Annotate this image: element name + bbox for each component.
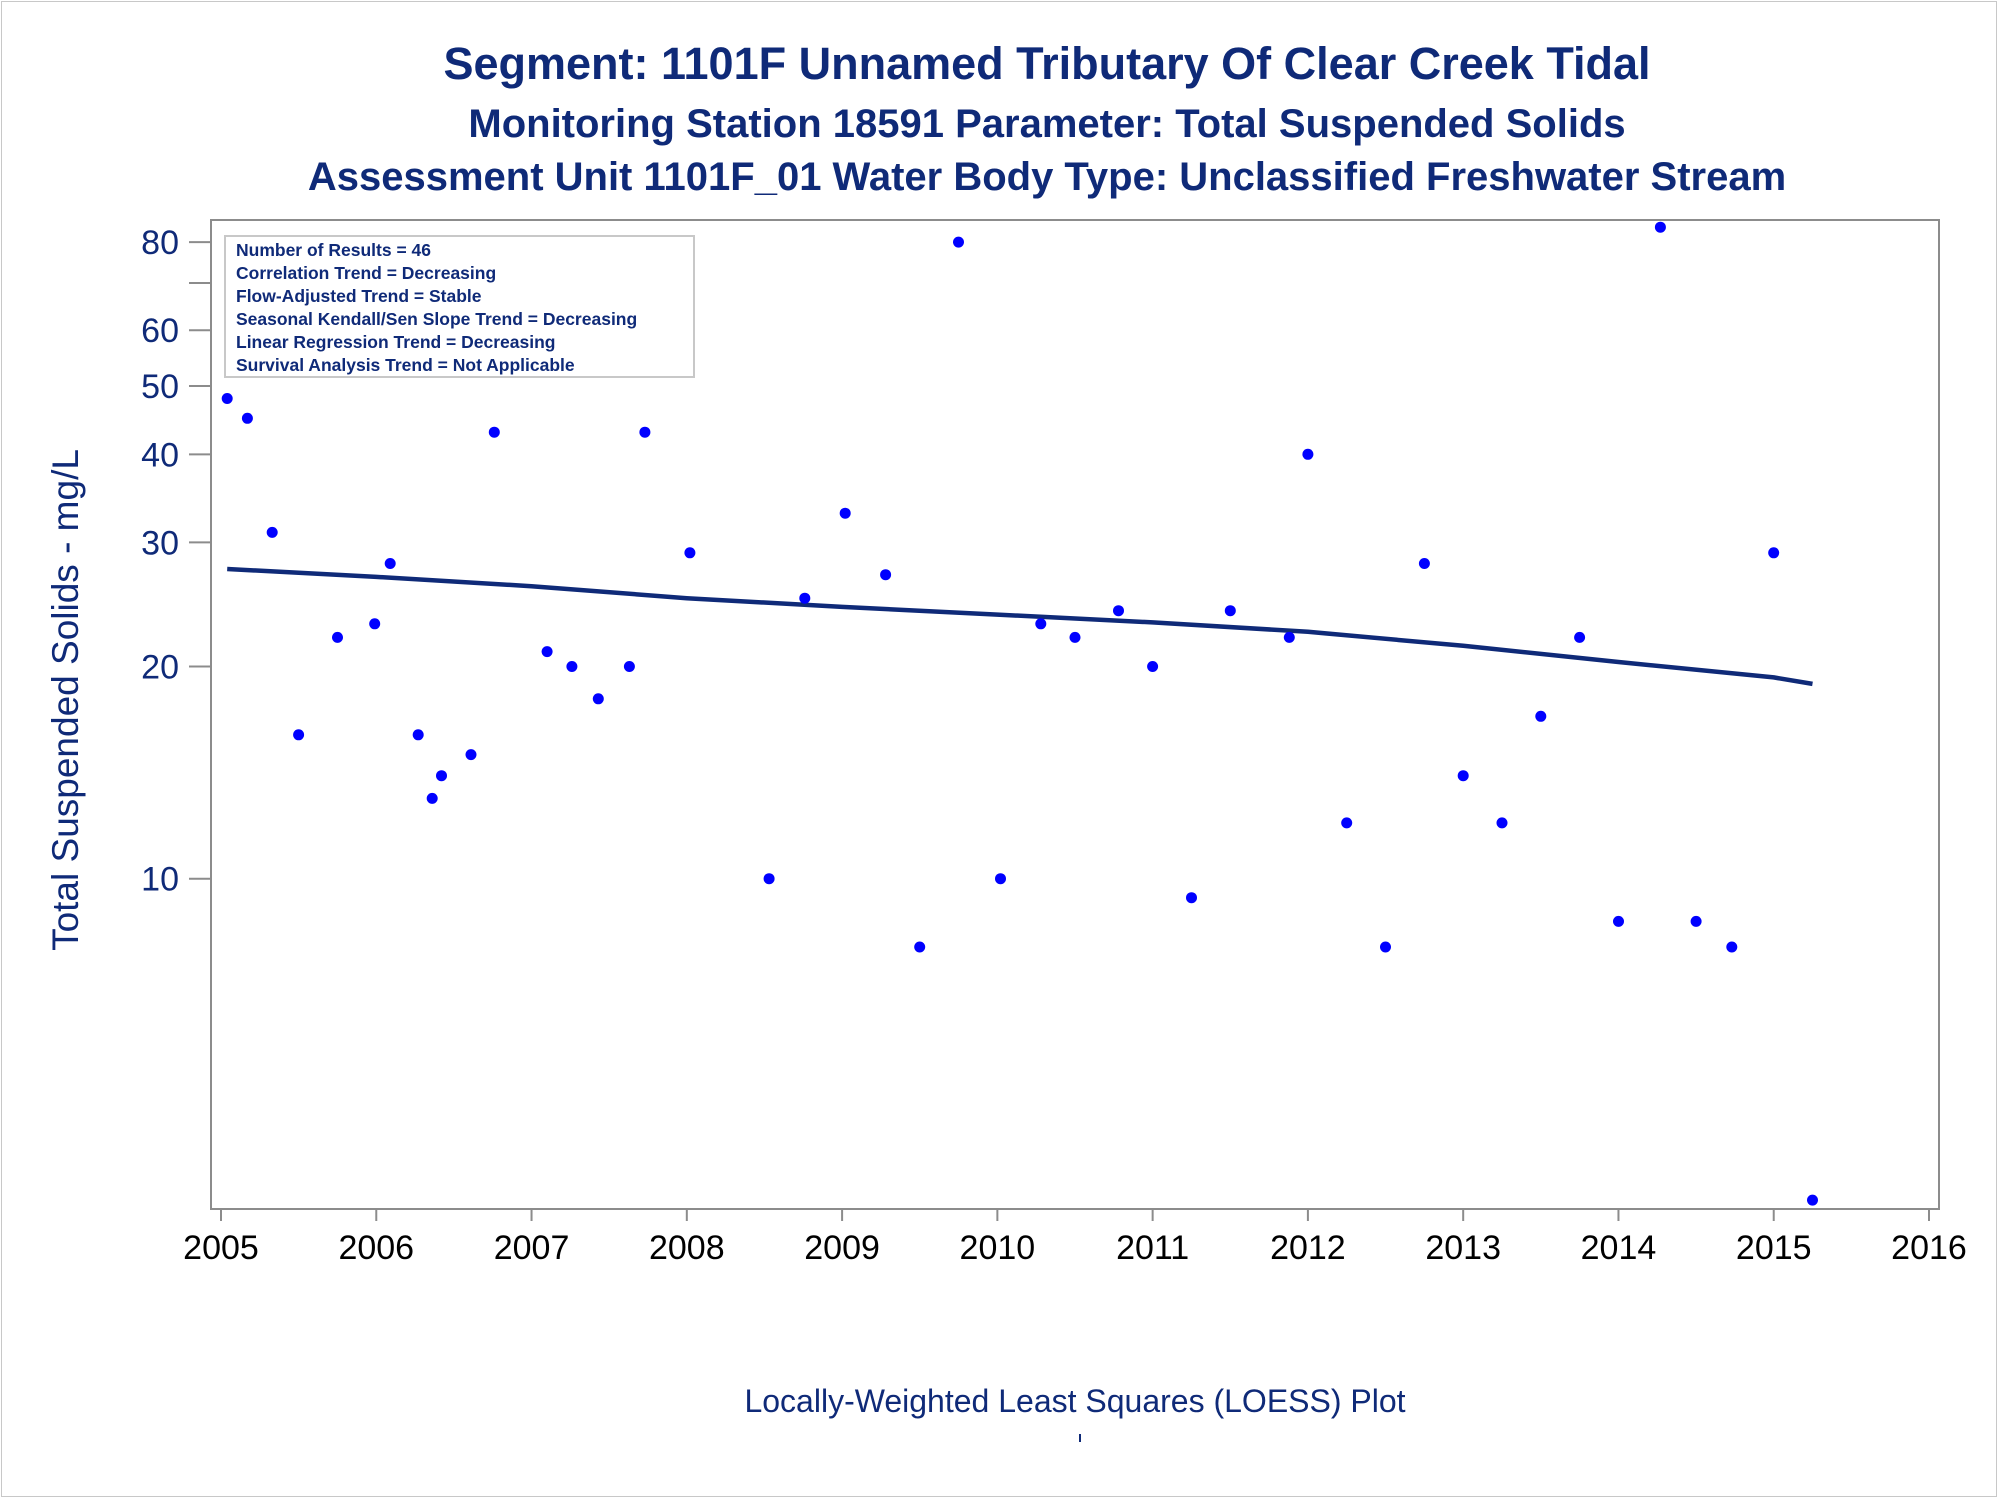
y-axis-label: Total Suspended Solids - mg/L xyxy=(45,449,86,951)
data-point xyxy=(412,729,424,741)
x-tick-label: 2007 xyxy=(494,1229,570,1267)
stat-survival-analysis-trend: Survival Analysis Trend = Not Applicable xyxy=(236,355,575,375)
data-point xyxy=(1035,618,1047,630)
data-point xyxy=(221,393,233,404)
data-point xyxy=(1224,605,1236,617)
loess-trend-line xyxy=(227,566,1813,687)
stat-number-of-results: Number of Results = 46 xyxy=(236,240,431,260)
y-tick-label: 50 xyxy=(141,368,179,406)
data-point xyxy=(1496,817,1508,829)
data-point xyxy=(436,770,447,782)
data-point xyxy=(426,792,438,804)
data-point xyxy=(541,646,553,658)
stats-box-border xyxy=(224,235,695,378)
data-point xyxy=(241,412,253,424)
x-tick-label: 2012 xyxy=(1270,1229,1346,1267)
y-axis: 10 20 30 40 50 60 80 xyxy=(141,224,211,899)
data-point xyxy=(880,569,892,581)
stat-linear-regression-trend: Linear Regression Trend = Decreasing xyxy=(236,332,556,352)
data-point xyxy=(799,592,811,604)
x-tick-label: 2006 xyxy=(338,1229,414,1267)
data-point xyxy=(1302,448,1314,460)
y-tick-label: 80 xyxy=(141,224,179,262)
data-point xyxy=(1574,631,1586,643)
data-point xyxy=(623,661,635,672)
data-point xyxy=(839,507,851,519)
data-point xyxy=(1069,631,1081,643)
stat-correlation-trend: Correlation Trend = Decreasing xyxy=(236,263,496,283)
data-point xyxy=(1613,915,1624,927)
y-tick-label: 10 xyxy=(141,861,179,899)
data-point xyxy=(953,236,964,248)
data-point xyxy=(1654,221,1666,233)
chart-title: Segment: 1101F Unnamed Tributary Of Clea… xyxy=(443,38,1650,89)
data-point xyxy=(1341,817,1353,829)
data-point xyxy=(1186,892,1197,904)
data-point xyxy=(332,631,343,643)
trend-line-group xyxy=(227,566,1813,687)
data-point xyxy=(1113,605,1124,617)
data-point xyxy=(384,558,396,569)
data-point xyxy=(488,426,500,438)
x-tick-label: 2013 xyxy=(1425,1229,1501,1267)
x-tick-label: 2005 xyxy=(183,1229,259,1267)
data-point xyxy=(1726,941,1738,953)
data-point xyxy=(1768,547,1780,559)
x-tick-label: 2014 xyxy=(1581,1229,1657,1267)
x-tick-label: 2015 xyxy=(1736,1229,1812,1267)
data-point xyxy=(763,873,775,885)
y-tick-label: 30 xyxy=(141,524,179,562)
data-points xyxy=(221,221,1818,1206)
y-tick-label: 40 xyxy=(141,436,179,474)
plot-area xyxy=(210,219,1940,1210)
data-point xyxy=(995,873,1006,885)
x-tick-label: 2010 xyxy=(960,1229,1036,1267)
data-point xyxy=(1380,941,1391,953)
data-point xyxy=(639,426,651,438)
data-point xyxy=(1535,710,1547,722)
data-point xyxy=(1418,558,1430,569)
stat-seasonal-kendall-trend: Seasonal Kendall/Sen Slope Trend = Decre… xyxy=(236,309,637,329)
data-point xyxy=(592,693,604,705)
data-point xyxy=(1457,770,1469,782)
x-tick-label: 2008 xyxy=(649,1229,725,1267)
y-tick-label: 60 xyxy=(141,312,179,350)
y-tick-label: 20 xyxy=(141,649,179,687)
data-point xyxy=(684,547,696,559)
data-point xyxy=(293,729,305,741)
x-axis-label: Locally-Weighted Least Squares (LOESS) P… xyxy=(744,1383,1405,1419)
data-point xyxy=(266,526,278,538)
chart-subtitle-2: Assessment Unit 1101F_01 Water Body Type… xyxy=(308,155,1786,199)
stats-box: Number of Results = 46 Correlation Trend… xyxy=(224,235,695,378)
data-point xyxy=(566,661,578,672)
data-point xyxy=(1807,1194,1818,1206)
data-point xyxy=(1147,661,1159,672)
data-point xyxy=(369,618,381,630)
x-tick-label: 2011 xyxy=(1116,1229,1189,1267)
x-axis: 2005 2006 2007 2008 2009 2010 2011 2012 2013 2014… xyxy=(183,1209,1967,1267)
x-tick-label: 2016 xyxy=(1891,1229,1967,1267)
x-tick-label: 2009 xyxy=(804,1229,880,1267)
stat-flow-adjusted-trend: Flow-Adjusted Trend = Stable xyxy=(236,286,482,306)
data-point xyxy=(914,941,926,953)
data-point xyxy=(1690,915,1702,927)
data-point xyxy=(465,749,477,761)
chart-subtitle: Monitoring Station 18591 Parameter: Tota… xyxy=(468,102,1625,146)
data-point xyxy=(1283,631,1295,643)
